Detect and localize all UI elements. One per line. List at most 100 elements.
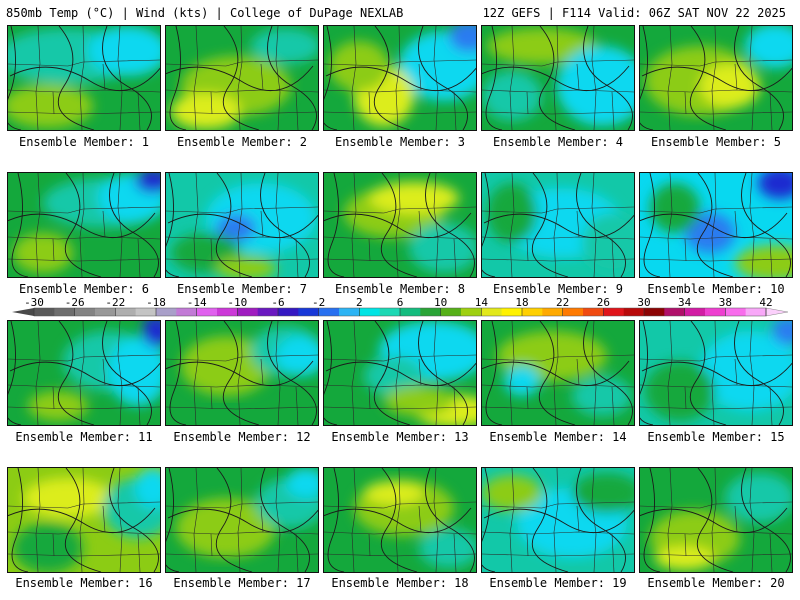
isotherm-contour	[641, 66, 792, 92]
colorbar-swatch	[664, 308, 685, 316]
isotherm-contour	[643, 468, 661, 572]
temperature-field-map	[324, 321, 476, 425]
ensemble-member-label: Ensemble Member: 14	[489, 430, 627, 444]
state-boundary	[210, 386, 213, 410]
colorbar-swatch	[278, 308, 299, 316]
colorbar-max-arrow	[765, 307, 789, 317]
state-boundary	[418, 63, 422, 91]
colorbar-swatch	[501, 308, 523, 316]
temperature-field-map	[8, 26, 160, 130]
ensemble-map-member-12	[165, 320, 319, 426]
ensemble-map-member-20	[639, 467, 793, 573]
state-boundary	[8, 258, 160, 262]
isotherm-contour	[64, 468, 102, 572]
ensemble-member-label: Ensemble Member: 11	[15, 430, 153, 444]
temperature-region	[650, 183, 700, 233]
state-boundary	[117, 321, 123, 425]
isotherm-contour	[483, 213, 634, 239]
ensemble-map-member-17	[165, 467, 319, 573]
temperature-region	[725, 473, 792, 523]
ensemble-member-label: Ensemble Member: 4	[492, 135, 624, 149]
state-boundary	[749, 173, 755, 277]
state-boundary	[684, 533, 687, 557]
colorbar-graphic: -30 -26 -22 -18 -14 -10 -6 -2 2 6 10 14 18 22 26 30 34 38…	[12, 296, 789, 317]
colorbar-tick-label: -30	[24, 296, 44, 309]
colorbar-tick-label: 26	[597, 296, 610, 309]
isotherm-contour	[102, 26, 152, 130]
state-boundary	[482, 501, 634, 509]
state-boundary	[102, 210, 106, 238]
state-boundary	[35, 321, 41, 425]
state-boundary	[611, 238, 615, 277]
isotherm-contour	[696, 173, 734, 277]
ensemble-member-label: Ensemble Member: 3	[334, 135, 466, 149]
isotherm-contour	[734, 321, 784, 425]
isotherm-contour	[64, 173, 102, 277]
colorbar-swatch	[257, 308, 279, 316]
colorbar-min-arrow	[12, 308, 34, 316]
temperature-field-map	[166, 26, 318, 130]
state-boundary	[324, 258, 476, 262]
state-boundary	[52, 386, 55, 410]
state-boundary	[351, 468, 357, 572]
isotherm-contour	[169, 26, 187, 130]
colorbar-swatch	[359, 308, 380, 316]
isotherm-contour	[583, 26, 633, 130]
temperature-region	[364, 481, 424, 505]
colorbar-tick-label: -26	[65, 296, 85, 309]
colorbar-tick-label: -18	[146, 296, 166, 309]
state-boundary	[166, 258, 318, 262]
ensemble-map-member-6	[7, 172, 161, 278]
isotherm-contour	[485, 321, 503, 425]
isotherm-contour	[8, 212, 156, 239]
state-boundary	[351, 26, 357, 130]
isotherm-contour	[8, 26, 22, 130]
temperature-field-map	[482, 173, 634, 277]
colorbar-swatch	[420, 308, 441, 316]
isotherm-contour	[166, 173, 180, 277]
colorbar-tick-label: 18	[515, 296, 528, 309]
temperature-field-map	[324, 26, 476, 130]
isotherm-contour	[327, 468, 345, 572]
state-boundary	[166, 384, 318, 388]
isotherm-contour	[327, 173, 345, 277]
colorbar-swatch	[74, 308, 96, 316]
state-boundary	[418, 210, 422, 238]
colorbar-swatch	[705, 308, 726, 316]
state-boundary	[667, 26, 673, 130]
isotherm-contour	[373, 26, 411, 130]
isotherm-contour	[641, 361, 792, 387]
isotherm-contour	[531, 173, 569, 277]
state-boundary	[8, 206, 160, 214]
state-boundary	[734, 505, 738, 533]
state-boundary	[8, 236, 160, 240]
temperature-region	[384, 386, 454, 416]
isotherm-contour	[418, 26, 468, 130]
temperature-region	[13, 233, 73, 273]
temperature-field-map	[324, 173, 476, 277]
ensemble-member-label: Ensemble Member: 2	[176, 135, 308, 149]
state-boundary	[137, 238, 141, 277]
isotherm-contour	[102, 321, 152, 425]
state-boundary	[711, 173, 717, 277]
isotherm-contour	[109, 468, 159, 572]
state-boundary	[684, 386, 687, 410]
state-boundary	[260, 505, 264, 533]
temperature-region	[216, 214, 256, 242]
isotherm-contour	[222, 321, 260, 425]
ensemble-member-label: Ensemble Member: 20	[647, 576, 785, 590]
isotherm-contour	[267, 321, 317, 425]
state-boundary	[482, 531, 634, 535]
isotherm-contour	[576, 468, 626, 572]
state-boundary	[137, 533, 141, 572]
state-boundary	[324, 89, 476, 93]
temperature-region	[176, 498, 276, 558]
state-boundary	[260, 358, 264, 386]
state-boundary	[237, 321, 243, 425]
state-boundary	[166, 553, 318, 557]
state-boundary	[611, 91, 615, 130]
colorbar-swatch	[339, 308, 360, 316]
isotherm-contour	[57, 321, 95, 425]
state-boundary	[324, 236, 476, 240]
isotherm-contour	[324, 212, 472, 239]
